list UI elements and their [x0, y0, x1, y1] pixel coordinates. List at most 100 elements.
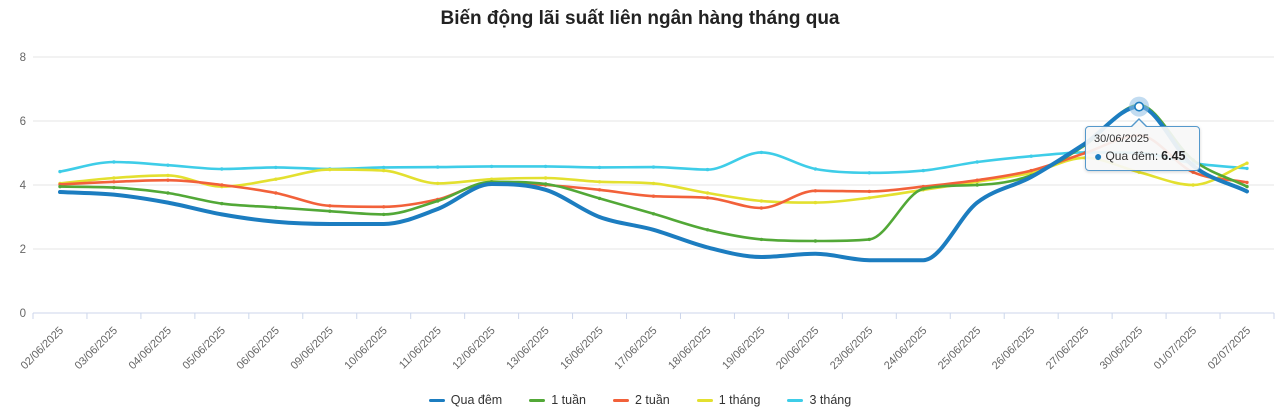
series-point-1-tuan[interactable] [382, 212, 386, 217]
series-point-2-tuan[interactable] [220, 183, 224, 187]
series-point-qua-dem[interactable] [975, 200, 979, 205]
series-point-1-thang[interactable] [382, 168, 386, 173]
series-point-1-tuan[interactable] [220, 201, 224, 206]
series-point-qua-dem[interactable] [597, 215, 602, 219]
series-point-3-thang[interactable] [112, 160, 116, 164]
series-point-1-tuan[interactable] [436, 199, 440, 203]
series-point-2-tuan[interactable] [705, 196, 710, 200]
series-point-3-thang[interactable] [705, 167, 710, 172]
series-point-2-tuan[interactable] [166, 178, 170, 182]
series-point-3-thang[interactable] [543, 164, 548, 169]
series-point-1-thang[interactable] [597, 180, 602, 184]
series-point-qua-dem[interactable] [382, 222, 386, 226]
series-point-1-thang[interactable] [112, 176, 116, 180]
series-point-1-tuan[interactable] [1245, 184, 1249, 189]
series-point-3-thang[interactable] [382, 165, 386, 170]
series-point-3-thang[interactable] [166, 163, 170, 167]
series-point-1-thang[interactable] [328, 167, 332, 172]
series-point-2-tuan[interactable] [382, 205, 386, 209]
series-point-1-tuan[interactable] [651, 212, 656, 216]
series-point-3-thang[interactable] [651, 165, 656, 169]
series-point-3-thang[interactable] [975, 160, 979, 164]
plot-area[interactable]: 0 2 4 6 8 02/06/2025 03/06/2025 04/06/2025 05/06… [0, 0, 1280, 386]
legend-swatch-3-thang [787, 398, 804, 402]
series-point-1-thang[interactable] [1245, 161, 1249, 165]
series-point-qua-dem[interactable] [705, 245, 710, 250]
series-point-qua-dem[interactable] [867, 258, 871, 262]
legend-item-qua-dem[interactable]: Qua đêm [428, 393, 502, 407]
series-point-qua-dem[interactable] [651, 228, 656, 232]
series-point-3-thang[interactable] [921, 168, 925, 173]
series-point-qua-dem[interactable] [1245, 189, 1249, 194]
series-point-1-thang[interactable] [651, 181, 656, 186]
series-point-3-thang[interactable] [867, 171, 871, 175]
series-point-3-thang[interactable] [220, 167, 224, 171]
series-point-3-thang[interactable] [1029, 154, 1033, 158]
series-point-2-tuan[interactable] [112, 180, 116, 184]
series-point-qua-dem[interactable] [274, 220, 278, 224]
series-point-1-tuan[interactable] [543, 182, 548, 186]
series-line-qua-dem[interactable] [58, 104, 1249, 263]
series-point-1-tuan[interactable] [328, 209, 332, 213]
series-point-3-thang[interactable] [58, 169, 62, 174]
series-point-1-tuan[interactable] [112, 185, 116, 190]
series-point-3-thang[interactable] [597, 165, 602, 170]
series-point-qua-dem[interactable] [112, 192, 116, 197]
series-point-1-tuan[interactable] [813, 239, 818, 243]
series-point-2-tuan[interactable] [274, 191, 278, 195]
series-point-1-tuan[interactable] [166, 191, 170, 195]
series-point-3-thang[interactable] [489, 164, 494, 169]
series-point-1-thang[interactable] [1191, 183, 1195, 187]
series-point-2-tuan[interactable] [1245, 180, 1249, 185]
series-point-2-tuan[interactable] [867, 189, 871, 194]
series-point-1-tuan[interactable] [705, 228, 710, 232]
series-point-1-thang[interactable] [813, 200, 818, 205]
series-point-2-tuan[interactable] [1029, 168, 1033, 173]
series-point-1-thang[interactable] [489, 177, 494, 181]
series-point-1-tuan[interactable] [759, 237, 764, 242]
series-point-qua-dem[interactable] [921, 258, 925, 262]
series-point-qua-dem[interactable] [58, 190, 62, 194]
series-point-qua-dem[interactable] [166, 200, 170, 205]
series-point-qua-dem[interactable] [328, 222, 332, 226]
series-point-2-tuan[interactable] [759, 206, 764, 210]
legend-item-3-thang[interactable]: 3 tháng [787, 393, 851, 407]
series-point-2-tuan[interactable] [597, 188, 602, 192]
series-point-qua-dem[interactable] [220, 212, 224, 217]
series-point-3-thang[interactable] [1245, 166, 1249, 171]
series-point-3-thang[interactable] [436, 165, 440, 169]
series-point-1-thang[interactable] [274, 177, 278, 181]
legend-item-1-thang[interactable]: 1 tháng [696, 393, 760, 407]
legend-item-1-tuan[interactable]: 1 tuần [529, 393, 586, 407]
series-point-1-tuan[interactable] [597, 196, 602, 201]
series-point-1-tuan[interactable] [921, 187, 925, 191]
series-point-1-tuan[interactable] [274, 205, 278, 210]
series-point-2-tuan[interactable] [328, 204, 332, 208]
series-point-1-tuan[interactable] [867, 237, 871, 242]
series-point-2-tuan[interactable] [975, 178, 979, 182]
series-point-1-thang[interactable] [436, 181, 440, 186]
series-point-1-thang[interactable] [1137, 170, 1141, 174]
series-point-2-tuan[interactable] [651, 194, 656, 198]
series-point-qua-dem[interactable] [813, 252, 818, 256]
series-point-1-thang[interactable] [543, 176, 548, 180]
series-point-2-tuan[interactable] [1191, 170, 1195, 174]
series-point-qua-dem[interactable] [759, 255, 764, 259]
series-point-1-thang[interactable] [705, 191, 710, 195]
series-point-1-tuan[interactable] [975, 183, 979, 187]
series-line-1-tuan[interactable] [58, 103, 1249, 243]
series-point-2-tuan[interactable] [813, 189, 818, 193]
series-point-1-thang[interactable] [867, 196, 871, 200]
x-axis-label: 24/06/2025 [882, 325, 929, 372]
series-point-qua-dem[interactable] [543, 188, 548, 192]
series-point-3-thang[interactable] [274, 165, 278, 170]
series-point-1-tuan[interactable] [58, 184, 62, 189]
legend-item-2-tuan[interactable]: 2 tuần [612, 393, 670, 407]
series-point-3-thang[interactable] [759, 150, 764, 155]
series-point-qua-dem[interactable] [489, 182, 494, 186]
series-point-qua-dem[interactable] [1029, 175, 1033, 179]
series-point-3-thang[interactable] [813, 167, 818, 171]
series-point-qua-dem[interactable] [436, 207, 440, 211]
series-point-1-thang[interactable] [759, 199, 764, 203]
series-point-1-thang[interactable] [166, 173, 170, 178]
